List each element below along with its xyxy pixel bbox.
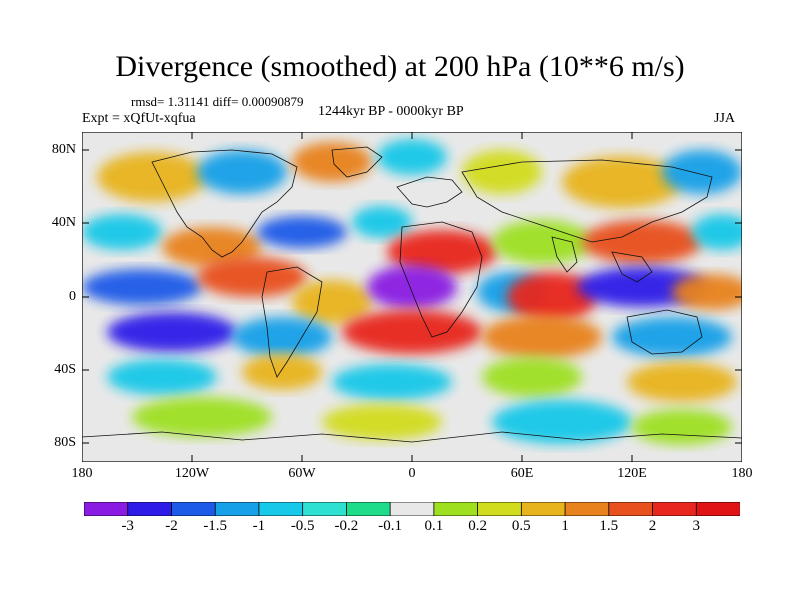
- chart-title: Divergence (smoothed) at 200 hPa (10**6 …: [115, 50, 685, 83]
- field-anomaly-blob: [197, 150, 287, 194]
- field-anomaly-blob: [562, 156, 682, 208]
- colorbar: [83, 501, 741, 521]
- field-anomaly-blob: [612, 317, 732, 357]
- field-anomaly-blob: [292, 142, 372, 182]
- field-anomaly-blob: [197, 257, 307, 297]
- colorbar-label: -0.1: [378, 518, 402, 534]
- experiment-label: Expt = xQfUt-xqfua: [82, 111, 196, 126]
- season-label: JJA: [714, 111, 736, 126]
- divergence-map: [81, 131, 743, 463]
- colorbar-swatch: [258, 501, 304, 517]
- field-anomaly-blob: [627, 362, 737, 402]
- colorbar-label: -1: [252, 518, 266, 534]
- coastline: [396, 176, 463, 208]
- field-anomaly-blob: [242, 354, 322, 390]
- colorbar-label: -1.5: [203, 518, 228, 534]
- colorbar-label: 3: [692, 518, 701, 534]
- period-label: 1244kyr BP - 0000kyr BP: [318, 104, 464, 119]
- lat-label-40s: 40S: [54, 362, 76, 377]
- lon-label-120e: 120E: [617, 466, 647, 481]
- field-anomaly-blob: [387, 230, 497, 274]
- colorbar-swatch: [695, 501, 741, 517]
- field-anomaly-blob: [82, 269, 202, 305]
- lon-label-120w: 120W: [174, 466, 210, 481]
- colorbar-label: -0.5: [290, 518, 315, 534]
- lon-label-180w: 180: [71, 466, 93, 481]
- lat-label-80n: 80N: [51, 142, 76, 157]
- colorbar-swatch: [433, 501, 479, 517]
- coastline: [261, 266, 323, 378]
- colorbar-swatch: [608, 501, 654, 517]
- field-anomaly-blob: [367, 265, 457, 309]
- field-anomaly-blob: [107, 359, 217, 395]
- field-anomaly-blob: [692, 214, 742, 250]
- colorbar-label: 1.5: [599, 518, 619, 534]
- colorbar-swatch: [345, 501, 391, 517]
- colorbar-swatch: [214, 501, 260, 517]
- lon-label-0: 0: [408, 466, 416, 481]
- lat-label-40n: 40N: [51, 215, 76, 230]
- field-anomaly-blob: [507, 272, 597, 322]
- lon-label-60w: 60W: [288, 466, 316, 481]
- map-ticks: [82, 132, 742, 462]
- field-anomaly-blob: [377, 139, 447, 175]
- coastline: [331, 146, 383, 178]
- lon-label-180e: 180: [731, 466, 753, 481]
- colorbar-swatch: [302, 501, 348, 517]
- coastline: [551, 236, 578, 273]
- colorbar-label: -0.2: [334, 518, 359, 534]
- field-anomaly-blob: [492, 220, 592, 264]
- colorbar-label: -2: [165, 518, 178, 534]
- field-anomaly-blob: [232, 317, 332, 357]
- coastline: [461, 159, 713, 243]
- coastline: [626, 309, 703, 355]
- colorbar-label: 1: [561, 518, 569, 534]
- field-anomaly-blob: [97, 152, 207, 202]
- field-anomaly-blob: [107, 312, 237, 352]
- field-anomaly-blob: [582, 220, 702, 264]
- field-anomaly-blob: [462, 150, 542, 194]
- colorbar-swatch: [652, 501, 697, 517]
- colorbar-label: 0.1: [424, 518, 444, 534]
- field-anomaly-blob: [257, 216, 347, 248]
- colorbar-swatch: [477, 501, 523, 517]
- lat-label-0: 0: [69, 289, 76, 304]
- lat-label-80s: 80S: [54, 435, 76, 450]
- field-anomaly-blob: [672, 274, 742, 310]
- coastline: [399, 221, 483, 338]
- colorbar-swatch: [171, 501, 216, 517]
- field-anomaly-blob: [322, 404, 442, 440]
- field-anomaly-blob: [82, 214, 162, 250]
- map-panel: [81, 131, 743, 467]
- field-anomaly-blob: [352, 206, 412, 238]
- coastline: [82, 431, 742, 443]
- colorbar-swatches: [83, 501, 741, 517]
- field-anomaly-blob: [132, 397, 272, 437]
- coastlines: [82, 146, 742, 443]
- colorbar-label: 0.2: [468, 518, 487, 534]
- lon-label-60e: 60E: [510, 466, 534, 481]
- colorbar-label: 2: [648, 518, 657, 534]
- colorbar-swatch: [389, 501, 435, 517]
- colorbar-swatch: [520, 501, 566, 517]
- field-anomaly-blob: [662, 150, 742, 194]
- field-anomaly-blob: [342, 310, 482, 354]
- divergence-field: [82, 139, 742, 445]
- field-anomaly-blob: [492, 400, 632, 444]
- field-anomaly-blob: [332, 364, 452, 400]
- colorbar-swatch: [564, 501, 610, 517]
- coastline: [611, 251, 653, 283]
- colorbar-label: 0.5: [511, 518, 531, 534]
- coastline: [151, 149, 298, 258]
- colorbar-swatch: [127, 501, 173, 517]
- field-anomaly-blob: [162, 227, 262, 267]
- colorbar-swatch: [83, 501, 129, 517]
- field-anomaly-blob: [482, 315, 602, 359]
- field-anomaly-blob: [482, 357, 582, 397]
- field-anomaly-blob: [632, 409, 732, 445]
- rmsd-diff-stats: rmsd= 1.31141 diff= 0.00090879: [131, 94, 304, 109]
- field-anomaly-blob: [292, 280, 372, 324]
- colorbar-label: -3: [121, 518, 134, 534]
